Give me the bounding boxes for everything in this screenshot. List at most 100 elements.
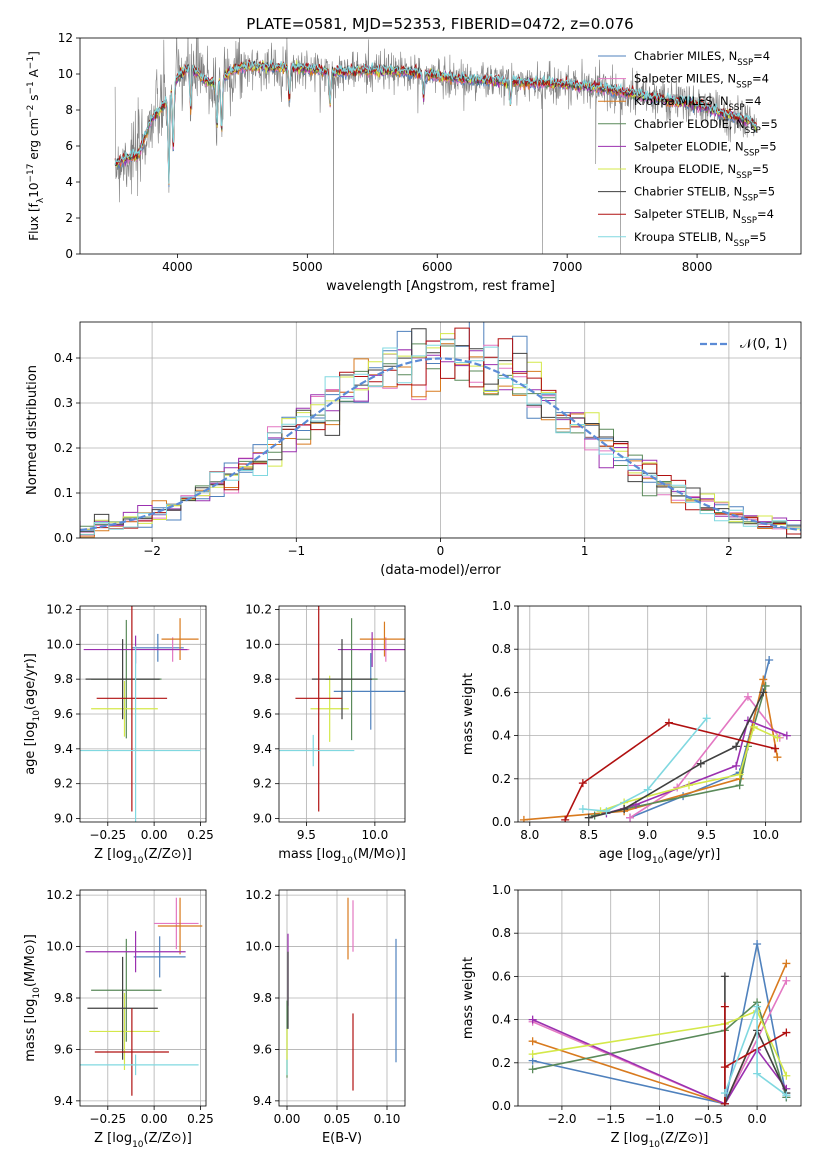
weight-line-5 (532, 1009, 788, 1077)
axes-frame (79, 605, 207, 823)
chart-mass-vs-EBV: 0.00 0.05 0.10 9.4 9.6 9.8 10.0 10.2 E(B-V) (245, 888, 406, 1146)
spectrum-legend: Chabrier MILES, NSSP=4 Salpeter MILES, NS… (598, 49, 778, 249)
chart-age-vs-Z: −0.25 0.00 0.25 9.0 9.2 9.4 9.6 9.8 10.0 10.2 Z [l… (23, 602, 214, 866)
x-axis-label: mass [log10(M/M⊙)] (278, 847, 406, 866)
x-tick-label: −2 (143, 544, 161, 558)
y-tick-label: 1.0 (492, 883, 511, 897)
errorbar-8 (80, 646, 201, 822)
y-tick-label: 0.4 (492, 1013, 511, 1027)
weight-marker (771, 744, 780, 753)
y-axis-label: mass weight (461, 957, 476, 1039)
y-tick-label: 9.4 (54, 1094, 73, 1108)
errorbar-2 (157, 897, 203, 955)
legend-label: 𝒩(0, 1) (740, 337, 787, 352)
chart-spectrum: 4000 5000 6000 7000 8000 0 2 4 6 8 10 12 wavelength … (26, 31, 802, 294)
weight-line-8 (724, 1006, 787, 1096)
y-tick-label: 9.6 (253, 707, 272, 721)
x-tick-label: 6000 (422, 260, 453, 274)
y-tick-label: 9.4 (54, 742, 73, 756)
x-axis-label: E(B-V) (322, 1131, 362, 1146)
weight-marker (643, 785, 652, 794)
ticks-residuals: −2 −1 0 1 2 0.0 0.1 0.2 0.3 0.4 (54, 351, 733, 558)
y-tick-label: 0.6 (492, 685, 511, 699)
errorbar-8 (80, 1054, 199, 1076)
y-tick-label: 9.6 (54, 707, 73, 721)
weight-marker (782, 976, 791, 985)
x-tick-label: 9.5 (697, 828, 716, 842)
y-tick-label: 9.4 (253, 1094, 272, 1108)
x-tick-label: 0.05 (324, 1112, 351, 1126)
x-tick-label: −0.25 (89, 1112, 126, 1126)
weight-marker (626, 813, 635, 822)
weight-marker (720, 1099, 729, 1106)
weight-marker (753, 1002, 762, 1011)
weight-marker (773, 753, 782, 762)
y-tick-label: 1.0 (492, 599, 511, 613)
x-tick-label: 0.0 (748, 1112, 767, 1126)
y-tick-label: 8 (65, 103, 73, 117)
y-tick-label: 10.0 (46, 637, 73, 651)
legend-label: Kroupa STELIB, NSSP=5 (634, 230, 766, 249)
y-tick-label: 0.0 (54, 531, 73, 545)
y-tick-label: 4 (65, 175, 73, 189)
x-tick-label: 0.00 (274, 1112, 301, 1126)
y-axis-label: mass [log10(M/M⊙)] (23, 934, 42, 1062)
weight-marker (528, 1015, 537, 1024)
weight-marker (759, 688, 768, 697)
plot-area-age-vs-Z (80, 606, 206, 822)
y-axis-label: Normed distribution (25, 365, 40, 495)
y-tick-label: 9.0 (54, 812, 73, 826)
weight-marker (782, 1028, 791, 1037)
errorbar-4 (337, 632, 405, 667)
y-tick-label: 0.0 (492, 1099, 511, 1113)
errorbar-5 (91, 680, 158, 737)
ticks-massweight-vs-age: 8.0 8.5 9.0 9.5 10.0 0.0 0.2 0.4 0.6 0.8 1.0 (492, 599, 779, 842)
weight-marker (732, 761, 741, 770)
legend-label: Kroupa MILES, NSSP=4 (634, 94, 761, 113)
y-tick-label: 9.4 (253, 742, 272, 756)
y-axis-label: Flux [fλ10−17 erg cm−2 s−1 A−1] (26, 51, 46, 241)
ticks-massweight-vs-Z: −2.0 −1.5 −1.0 −0.5 0.0 0.0 0.2 0.4 0.6 0.8 1.0 (492, 883, 767, 1126)
plot-area-massweight-vs-Z (518, 890, 801, 1106)
chart-residuals: −2 −1 0 1 2 0.0 0.1 0.2 0.3 0.4 (data-model)/error… (25, 321, 802, 578)
y-tick-label: 9.2 (54, 777, 73, 791)
weight-marker (761, 681, 770, 690)
weight-line-3 (532, 1000, 788, 1098)
y-tick-label: 10.0 (46, 940, 73, 954)
x-axis-label: age [log10(age/yr)] (599, 847, 721, 866)
legend-label: Chabrier ELODIE, NSSP=5 (634, 117, 778, 136)
y-tick-label: 10.2 (46, 602, 73, 616)
y-tick-label: 9.8 (253, 991, 272, 1005)
weight-marker (743, 692, 752, 701)
legend-label: Chabrier STELIB, NSSP=5 (634, 185, 775, 204)
plot-area-spectrum (114, 38, 758, 254)
model-spectrum-8 (114, 59, 758, 184)
axes-frame (517, 889, 802, 1107)
y-tick-label: 12 (58, 31, 73, 45)
y-axis-label: age [log10(age/yr)] (23, 653, 42, 775)
x-axis-label: wavelength [Angstrom, rest frame] (326, 279, 555, 294)
y-tick-label: 10.0 (245, 637, 272, 651)
x-axis-label: Z [log10(Z/Z⊙)] (94, 1131, 192, 1150)
errorbar-5 (310, 675, 349, 742)
ticks-age-vs-Z: −0.25 0.00 0.25 9.0 9.2 9.4 9.6 9.8 10.0 10.2 (46, 602, 214, 842)
weight-marker (735, 781, 744, 790)
chart-massweight-vs-age: 8.0 8.5 9.0 9.5 10.0 0.0 0.2 0.4 0.6 0.8 1.0 age [l… (461, 599, 802, 866)
y-tick-label: 9.0 (253, 812, 272, 826)
chart-massweight-vs-Z: −2.0 −1.5 −1.0 −0.5 0.0 0.0 0.2 0.4 0.6 0.8 1.0 Z [… (461, 883, 802, 1150)
errorbar-4 (85, 931, 186, 973)
y-tick-label: 0.8 (492, 642, 511, 656)
errorbar-7 (295, 606, 342, 812)
axes-frame (517, 605, 802, 823)
weight-marker (561, 815, 570, 822)
plot-area-residuals (80, 322, 801, 538)
errorbar-7 (96, 606, 168, 812)
weight-line-8 (582, 717, 708, 813)
axes-frame (79, 37, 802, 255)
y-tick-label: 0.8 (492, 926, 511, 940)
weight-marker (759, 675, 768, 684)
weight-line-7 (724, 1006, 787, 1104)
weight-marker (753, 1069, 762, 1078)
errorbar-8 (279, 734, 355, 767)
